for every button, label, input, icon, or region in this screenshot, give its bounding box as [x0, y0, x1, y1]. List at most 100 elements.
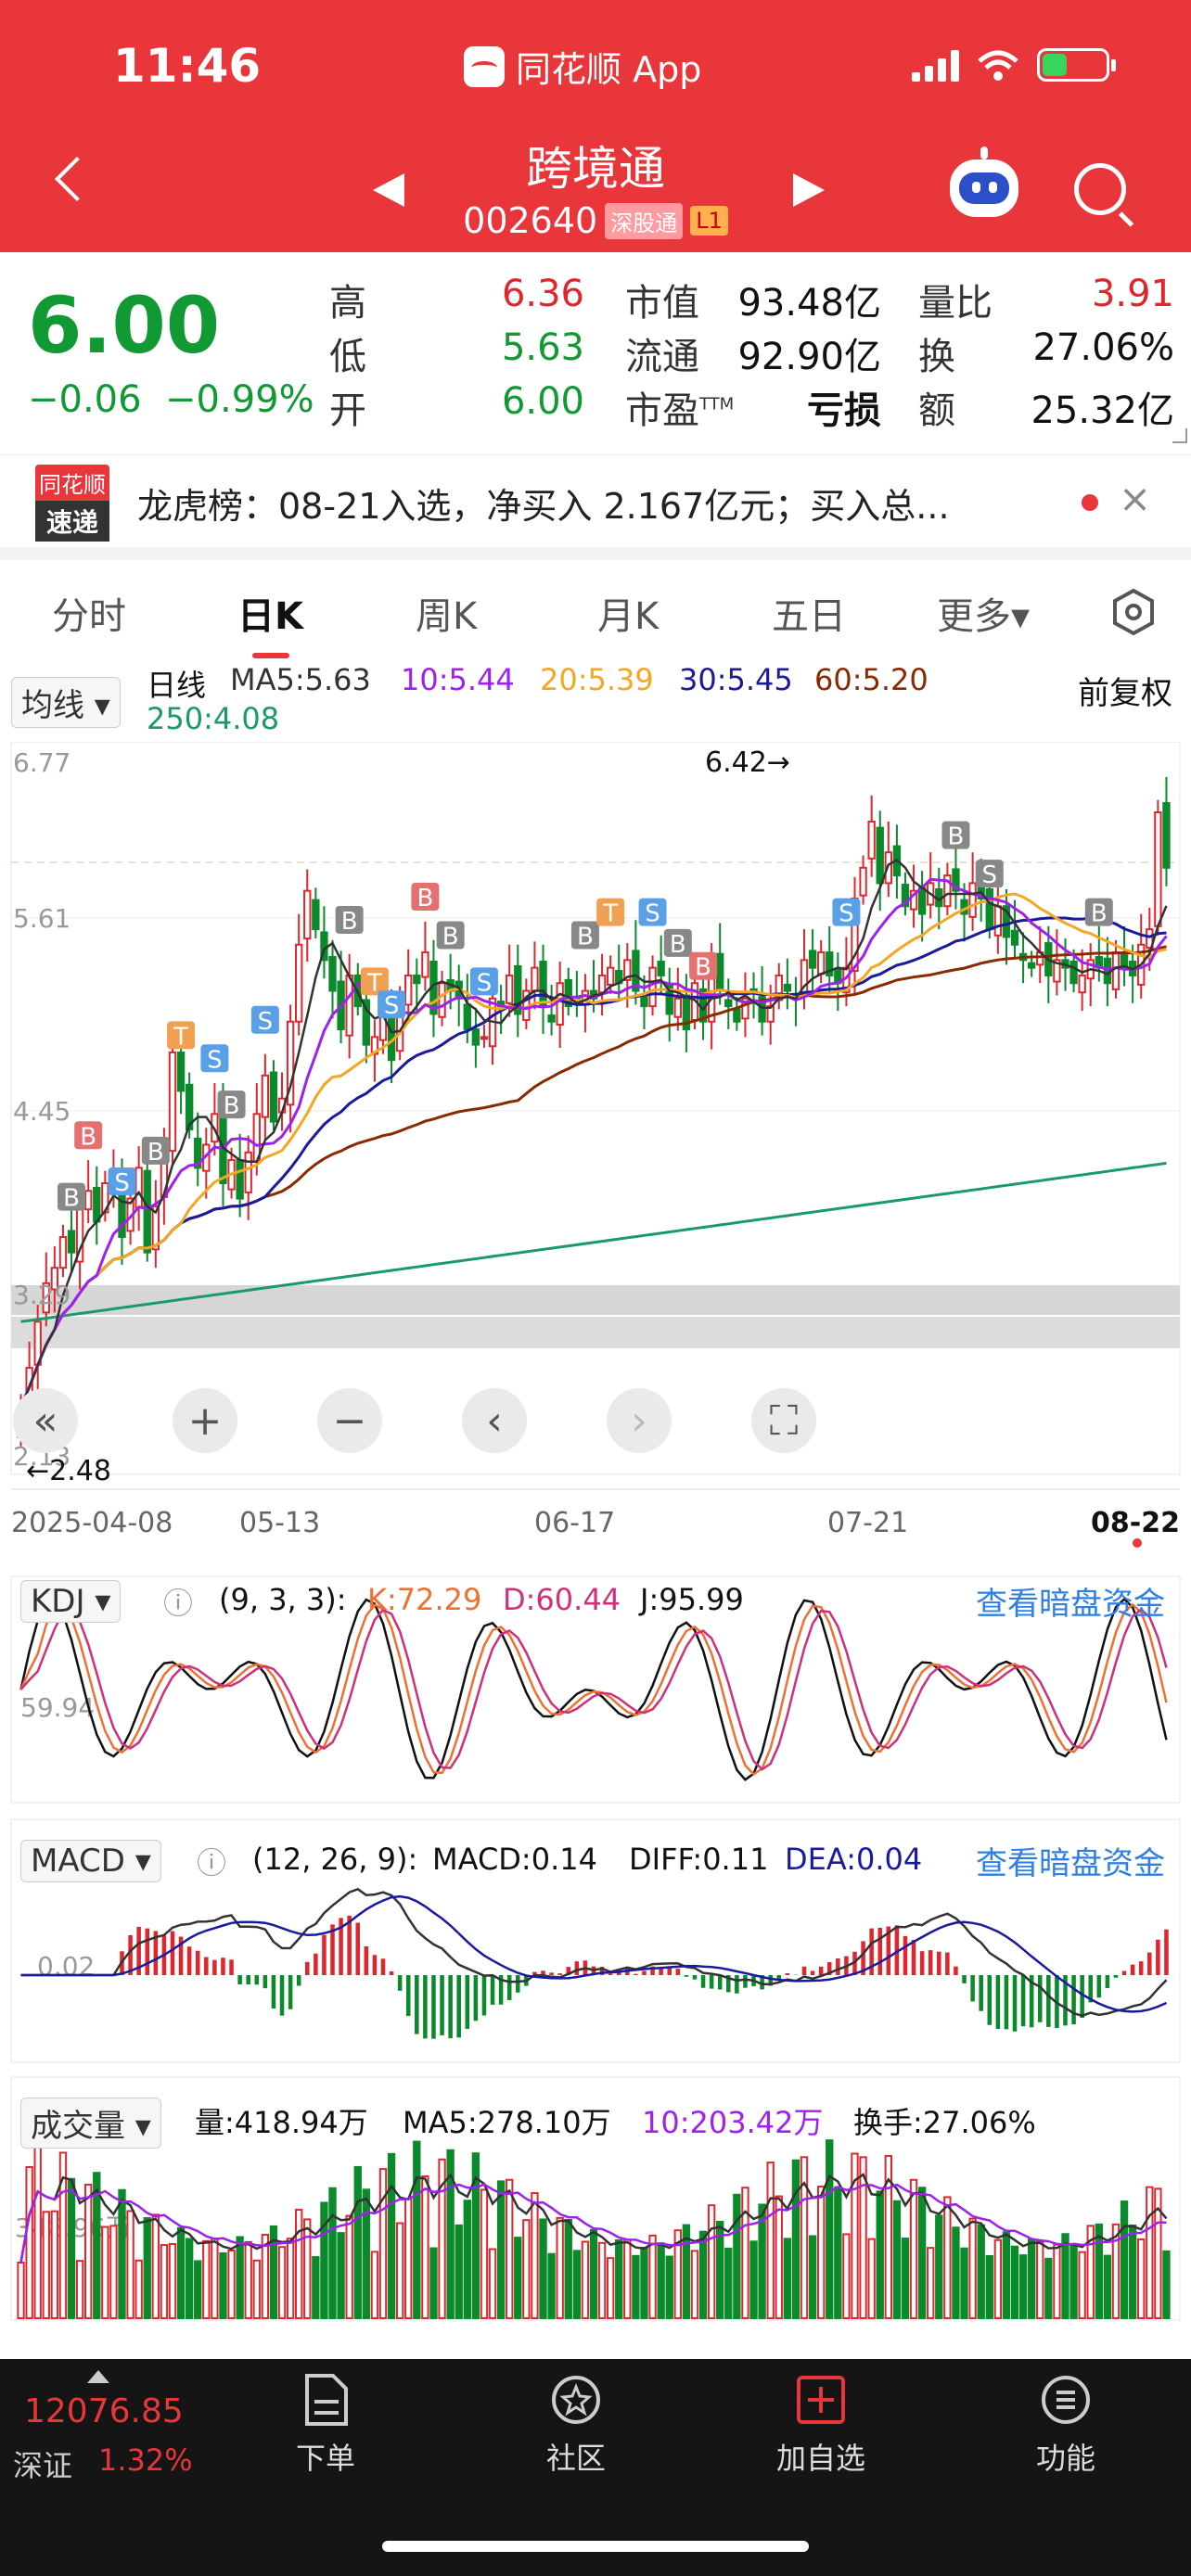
nav-community[interactable]: 社区 [506, 2372, 646, 2478]
zoom-out-button[interactable]: − [317, 1388, 382, 1453]
kline-kind: 日线 [147, 668, 207, 703]
expand-ticker-icon[interactable] [87, 2370, 109, 2383]
volume-bar [791, 2159, 800, 2320]
trade-marker-letter: T [602, 900, 618, 928]
candle-body [1078, 974, 1086, 994]
volume-bar [682, 2224, 691, 2320]
macd-selector[interactable]: MACD ▾ [20, 1840, 161, 1882]
candle-body [514, 964, 522, 1015]
candle-body [67, 1230, 76, 1254]
volume-bar [42, 2211, 50, 2319]
volume-bar [1018, 2254, 1028, 2319]
volume-bar [859, 2156, 867, 2319]
macd-diff: DIFF:0.11 [629, 1842, 769, 1877]
assistant-robot-icon[interactable] [950, 147, 1018, 217]
stock-code-row: 002640 深股通 L1 [0, 200, 1191, 241]
candle-body [826, 951, 834, 976]
macd-dea: DEA:0.04 [785, 1842, 923, 1877]
candle-body [168, 1051, 177, 1153]
trade-marker-letter: B [695, 954, 711, 982]
adjust-selector[interactable]: 前复权 [1078, 675, 1172, 712]
scroll-right-button[interactable]: › [607, 1388, 672, 1453]
news-bar[interactable]: 同花顺 速递 龙虎榜：08-21入选，净买入 2.167亿元；买入总... × [0, 454, 1191, 547]
nav-functions[interactable]: 功能 [996, 2372, 1135, 2478]
volume-bar [219, 2251, 227, 2319]
support-band [11, 1317, 1180, 1348]
kdj-darkpool-link[interactable]: 查看暗盘资金 [976, 1586, 1165, 1623]
volume-bar [1103, 2254, 1112, 2319]
tab-five-day[interactable]: 五日 [772, 595, 846, 638]
next-stock-icon[interactable] [793, 173, 825, 207]
candle-body [50, 1267, 59, 1291]
candle-body [876, 826, 884, 885]
trade-marker-badge [360, 967, 389, 996]
ma250-legend: 250:4.08 [147, 701, 280, 736]
candle-body [657, 961, 665, 976]
zoom-in-button[interactable]: + [173, 1388, 237, 1453]
volume-bar [211, 2238, 219, 2320]
volume-bar [395, 2222, 404, 2320]
close-icon[interactable]: × [1119, 476, 1152, 521]
candle-body [783, 983, 792, 992]
tab-more[interactable]: 更多▾ [937, 595, 1031, 638]
volume-selector[interactable]: 成交量 ▾ [20, 2098, 161, 2149]
candle-body [917, 886, 927, 915]
candle-body [606, 966, 615, 986]
nav-order[interactable]: 下单 [256, 2372, 395, 2478]
candle-body [303, 889, 312, 940]
trade-marker-letter: B [416, 885, 433, 912]
ma-selector[interactable]: 均线 ▾ [11, 677, 121, 728]
volume-bar [648, 2234, 657, 2319]
volume-bar [261, 2233, 270, 2320]
volume-bar [876, 2190, 884, 2319]
help-icon[interactable]: ⓘ [197, 1845, 227, 1881]
kdj-frame [10, 1575, 1181, 1804]
volume-bar [632, 2254, 640, 2319]
volume-bar [960, 2247, 968, 2319]
trade-marker-badge [1084, 898, 1113, 926]
fullscreen-button[interactable]: ⛶ [751, 1388, 816, 1453]
index-value[interactable]: 12076.85 [24, 2392, 184, 2430]
ma30-legend: 30:5.45 [679, 662, 793, 697]
volume-bar [101, 2225, 109, 2319]
expand-handle-icon[interactable] [1172, 428, 1187, 443]
nav-add-watchlist[interactable]: 加自选 [751, 2372, 890, 2478]
volume-bar [935, 2214, 943, 2319]
news-text[interactable]: 龙虎榜：08-21入选，净买入 2.167亿元；买入总... [137, 486, 950, 527]
help-icon[interactable]: ⓘ [163, 1586, 194, 1621]
candle-body [438, 982, 446, 1018]
tab-intraday[interactable]: 分时 [52, 595, 126, 638]
nav-functions-label: 功能 [1035, 2441, 1095, 2476]
volume-bar [252, 2259, 261, 2319]
candle-body [463, 1003, 471, 1031]
prev-stock-icon[interactable] [373, 173, 404, 207]
volume-bar [1044, 2257, 1053, 2320]
tab-daily-k[interactable]: 日K [237, 595, 303, 638]
scroll-left-button[interactable]: ‹ [462, 1388, 527, 1453]
rewind-button[interactable]: « [13, 1388, 78, 1453]
kdj-selector[interactable]: KDJ ▾ [20, 1580, 122, 1623]
kdj-k: K:72.29 [367, 1582, 482, 1617]
date-start: 2025-04-08 [11, 1507, 173, 1539]
ma10-legend: 10:5.44 [401, 662, 515, 697]
volume-bar [337, 2232, 345, 2319]
volume-bar [413, 2140, 421, 2319]
kdj-level: 59.94 [20, 1692, 95, 1723]
volume-bar [143, 2217, 151, 2319]
tab-monthly-k[interactable]: 月K [597, 595, 660, 638]
macd-darkpool-link[interactable]: 查看暗盘资金 [976, 1845, 1165, 1882]
trade-marker-badge [638, 898, 667, 926]
search-icon[interactable] [1074, 163, 1126, 215]
trade-marker-badge [663, 928, 692, 957]
volume-bar [514, 2237, 522, 2319]
candle-body [758, 996, 766, 1023]
candle-body [42, 1282, 50, 1314]
status-app: 同花顺 App [464, 41, 701, 92]
settings-hex-icon[interactable] [1109, 588, 1158, 636]
candle-body [623, 959, 632, 981]
kdj-k-line [19, 1602, 1168, 1777]
kdj-params: (9, 3, 3): [219, 1582, 347, 1617]
candle-body [952, 868, 960, 892]
tab-weekly-k[interactable]: 周K [416, 595, 478, 638]
